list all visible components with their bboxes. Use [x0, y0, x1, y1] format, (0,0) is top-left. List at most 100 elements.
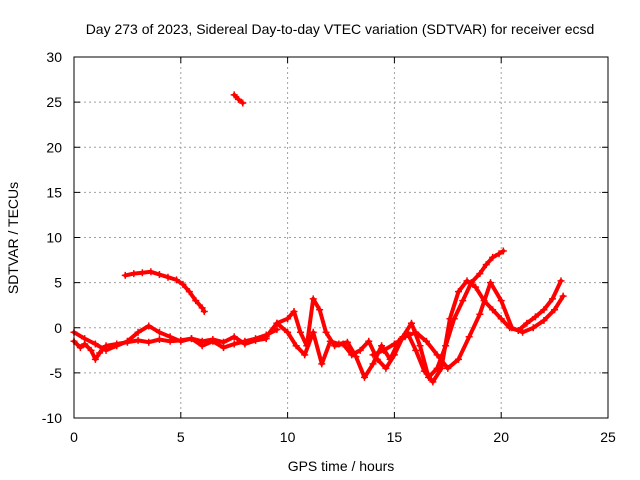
- x-axis-label: GPS time / hours: [288, 458, 395, 474]
- data-point: [472, 283, 480, 291]
- y-tick-label: 5: [54, 275, 62, 291]
- data-point: [378, 342, 386, 350]
- y-axis-label: SDTVAR / TECUs: [5, 182, 21, 294]
- data-point: [134, 336, 142, 344]
- data-point: [508, 324, 516, 332]
- axis-ticks: 0 5 10 15 20 25 -10 -5 0 5 10 15 20 25 30: [42, 49, 616, 445]
- y-tick-label: 10: [46, 230, 62, 246]
- data-point: [487, 279, 495, 287]
- data-point: [192, 297, 200, 305]
- data-point: [239, 99, 247, 107]
- data-point: [540, 317, 548, 325]
- y-tick-label: 15: [46, 184, 62, 200]
- data-point: [519, 328, 527, 336]
- chart-title: Day 273 of 2023, Sidereal Day-to-day VTE…: [86, 21, 595, 37]
- y-tick-label: 25: [46, 94, 62, 110]
- data-point: [309, 295, 317, 303]
- data-point: [155, 335, 163, 343]
- x-tick-label: 20: [493, 429, 509, 445]
- data-point: [155, 328, 163, 336]
- series-trace-7: [369, 279, 567, 372]
- data-point: [380, 346, 388, 354]
- data-point: [365, 337, 373, 345]
- data-point: [316, 306, 324, 314]
- data-point: [335, 340, 343, 348]
- data-point: [273, 319, 281, 327]
- data-point: [147, 268, 155, 276]
- data-point: [91, 340, 99, 348]
- series-trace-4: [230, 91, 247, 107]
- y-tick-label: 30: [46, 49, 62, 65]
- data-point: [198, 304, 206, 312]
- data-point: [412, 328, 420, 336]
- x-tick-label: 0: [70, 429, 78, 445]
- data-point: [416, 342, 424, 350]
- data-point: [529, 324, 537, 332]
- data-series: [70, 91, 567, 386]
- data-point: [465, 333, 473, 341]
- data-point: [185, 288, 193, 296]
- data-point: [495, 250, 503, 258]
- data-point: [540, 306, 548, 314]
- data-point: [390, 340, 398, 348]
- data-point: [433, 351, 441, 359]
- data-point: [343, 338, 351, 346]
- data-point: [401, 333, 409, 341]
- data-point: [230, 340, 238, 348]
- data-point: [301, 351, 309, 359]
- data-point: [87, 346, 95, 354]
- data-point: [230, 91, 238, 99]
- data-point: [230, 333, 238, 341]
- data-point: [446, 315, 454, 323]
- data-point: [489, 253, 497, 261]
- data-point: [482, 261, 490, 269]
- data-point: [407, 319, 415, 327]
- series-trace-3: [121, 268, 208, 316]
- grid-lines: [74, 57, 608, 418]
- data-point: [557, 277, 565, 285]
- data-point: [145, 322, 153, 330]
- data-point: [420, 367, 428, 375]
- data-point: [356, 346, 364, 354]
- series-trace-2: [70, 322, 281, 354]
- data-point: [241, 337, 249, 345]
- data-point: [454, 288, 462, 296]
- data-point: [386, 355, 394, 363]
- data-point: [179, 280, 187, 288]
- data-point: [463, 277, 471, 285]
- data-point: [273, 326, 281, 334]
- x-tick-label: 15: [387, 429, 403, 445]
- data-point: [284, 315, 292, 323]
- data-point: [309, 328, 317, 336]
- data-point: [454, 355, 462, 363]
- data-point: [155, 271, 163, 279]
- data-point: [166, 333, 174, 341]
- data-point: [326, 337, 334, 345]
- data-point: [352, 353, 360, 361]
- data-point: [523, 319, 531, 327]
- data-point: [476, 270, 484, 278]
- data-point: [130, 270, 138, 278]
- data-point: [497, 315, 505, 323]
- data-point: [76, 344, 84, 352]
- data-point: [198, 342, 206, 350]
- data-point: [220, 344, 228, 352]
- data-point: [497, 297, 505, 305]
- y-tick-label: 20: [46, 139, 62, 155]
- data-point: [296, 328, 304, 336]
- data-point: [145, 338, 153, 346]
- data-point: [209, 337, 217, 345]
- data-point: [444, 364, 452, 372]
- data-point: [499, 247, 507, 255]
- data-point: [369, 360, 377, 368]
- data-point: [113, 342, 121, 350]
- data-point: [102, 346, 110, 354]
- x-tick-label: 10: [280, 429, 296, 445]
- data-point: [360, 373, 368, 381]
- data-point: [382, 364, 390, 372]
- data-point: [422, 337, 430, 345]
- data-point: [164, 273, 172, 281]
- data-point: [252, 335, 260, 343]
- data-point: [200, 308, 208, 316]
